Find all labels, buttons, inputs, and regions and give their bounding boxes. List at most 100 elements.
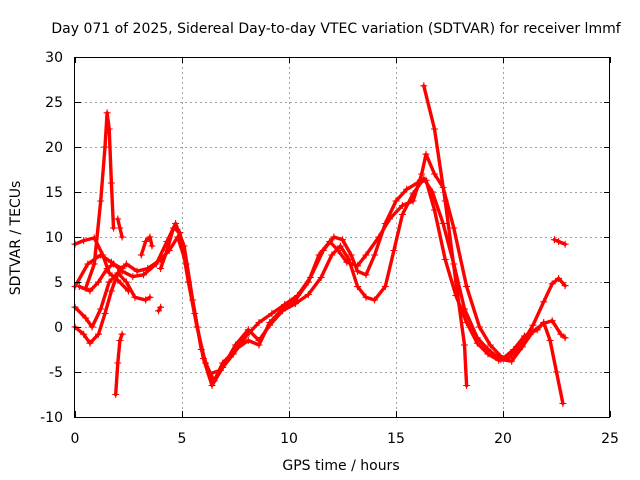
data-point	[398, 202, 406, 209]
data-point	[561, 282, 569, 290]
data-point	[142, 238, 150, 245]
data-point	[463, 382, 471, 389]
data-point	[202, 359, 209, 367]
data-point	[75, 283, 83, 290]
series-line	[73, 178, 567, 376]
data-point	[279, 305, 287, 313]
data-point	[208, 382, 216, 389]
data-point	[80, 330, 88, 338]
data-point	[354, 283, 361, 290]
series-sat-f	[82, 109, 117, 292]
data-point	[118, 330, 126, 338]
data-point	[103, 265, 111, 272]
data-point	[86, 339, 94, 347]
data-point	[114, 359, 122, 367]
data-point	[550, 236, 558, 244]
x-tick-label: 15	[387, 431, 405, 447]
data-point	[84, 260, 92, 268]
data-point	[88, 323, 96, 331]
data-point	[473, 334, 481, 342]
data-point	[390, 247, 398, 254]
series-line	[114, 332, 124, 397]
data-point	[431, 125, 438, 133]
data-point	[508, 357, 516, 365]
data-point	[529, 321, 537, 329]
data-point	[548, 317, 556, 325]
data-point	[362, 271, 370, 279]
data-point	[266, 319, 274, 326]
data-point	[555, 274, 563, 282]
data-point	[463, 283, 471, 290]
y-tick-label: 5	[54, 275, 63, 291]
series-line	[139, 235, 154, 257]
data-point	[420, 82, 428, 90]
data-point	[114, 276, 122, 284]
x-tick-label: 0	[71, 431, 80, 447]
data-point	[461, 305, 468, 313]
data-point	[184, 278, 192, 286]
data-point	[336, 242, 344, 250]
y-tick-label: 30	[45, 50, 63, 66]
data-point	[157, 303, 165, 311]
data-point	[118, 233, 126, 241]
data-point	[431, 170, 438, 178]
series-line	[77, 262, 124, 293]
data-point	[422, 150, 430, 158]
data-point	[244, 326, 252, 334]
data-point	[105, 125, 113, 133]
data-point	[101, 143, 109, 151]
data-point	[354, 262, 361, 270]
data-point	[255, 319, 263, 326]
data-point	[371, 251, 379, 259]
data-point	[499, 355, 507, 362]
y-tick-label: 25	[45, 95, 63, 111]
data-point	[328, 251, 336, 259]
data-point	[232, 346, 239, 353]
series-sat-k	[155, 303, 165, 315]
data-point	[144, 265, 152, 272]
data-point	[520, 332, 528, 340]
data-point	[540, 319, 548, 326]
data-point	[116, 224, 124, 232]
series-line	[422, 84, 469, 388]
grid	[75, 57, 610, 417]
series-line	[73, 236, 131, 293]
data-point	[129, 273, 137, 281]
data-point	[330, 233, 338, 241]
data-point	[97, 197, 105, 205]
data-point	[97, 305, 105, 313]
data-point	[486, 341, 494, 349]
x-tick-label: 10	[280, 431, 298, 447]
series-sat-h	[114, 215, 126, 241]
series-sat-g	[112, 330, 126, 398]
x-tick-label: 20	[494, 431, 512, 447]
data-point	[169, 224, 177, 232]
data-point	[210, 377, 218, 385]
data-point	[110, 224, 117, 232]
series-sat-e	[75, 260, 126, 295]
data-point	[533, 326, 541, 334]
chart-title: Day 071 of 2025, Sidereal Day-to-day VTE…	[51, 21, 621, 37]
data-point	[131, 293, 139, 301]
data-point	[95, 330, 102, 338]
x-tick-label: 5	[178, 431, 187, 447]
data-point	[461, 341, 468, 349]
data-point	[403, 185, 411, 193]
data-point	[125, 287, 132, 295]
data-point	[518, 343, 526, 351]
data-point	[255, 341, 263, 349]
data-point	[304, 278, 312, 286]
data-point	[546, 337, 554, 344]
series-sat-l	[420, 82, 471, 389]
data-point	[80, 237, 88, 245]
data-point	[118, 265, 126, 272]
data-point	[450, 224, 458, 232]
data-point	[441, 256, 449, 263]
series-sat-d	[71, 234, 132, 295]
data-point	[375, 233, 383, 241]
data-point	[317, 274, 325, 281]
data-point	[137, 251, 145, 259]
data-point	[105, 278, 113, 286]
data-point	[441, 197, 449, 205]
data-point	[334, 247, 342, 254]
